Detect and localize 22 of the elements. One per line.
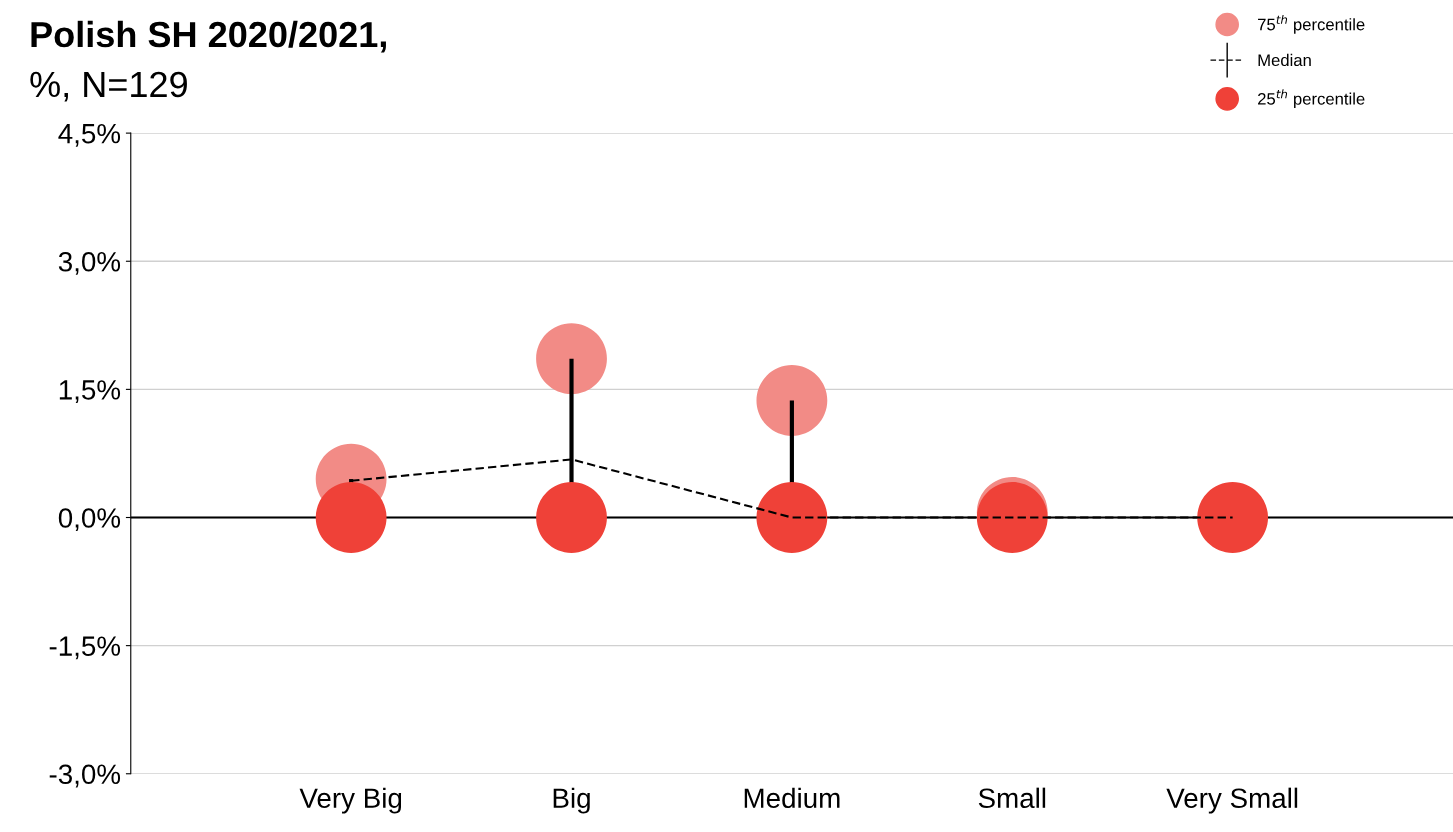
y-tick-label: 4,5%	[58, 123, 121, 147]
point	[536, 323, 607, 395]
point	[756, 365, 828, 436]
x-tick-label: Big	[553, 787, 590, 814]
x-tick-label: Very Small	[1166, 787, 1298, 814]
legend-label: Median	[1258, 53, 1311, 67]
x-tick-label: Small	[978, 787, 1046, 809]
legend-label: 25$^{th}$ percentile	[1258, 89, 1365, 109]
y-tick-label: 0,0%	[58, 508, 121, 532]
y-tick-label: 3,0%	[58, 251, 121, 275]
x-tick-label: Very Big	[299, 787, 402, 814]
point	[1197, 482, 1269, 553]
x-tick-label: Medium	[744, 787, 840, 809]
legend-label: 75$^{th}$ percentile	[1258, 15, 1365, 34]
chart-subtitle: %, N=129	[30, 71, 187, 102]
y-tick-label: -1,5%	[49, 636, 121, 660]
y-tick-label: 1,5%	[59, 380, 121, 403]
chart-title: Polish SH 2020/2021,	[31, 20, 386, 53]
point	[756, 482, 828, 553]
point	[315, 482, 387, 553]
point	[536, 482, 607, 553]
y-tick-label: -3,0%	[49, 764, 121, 788]
